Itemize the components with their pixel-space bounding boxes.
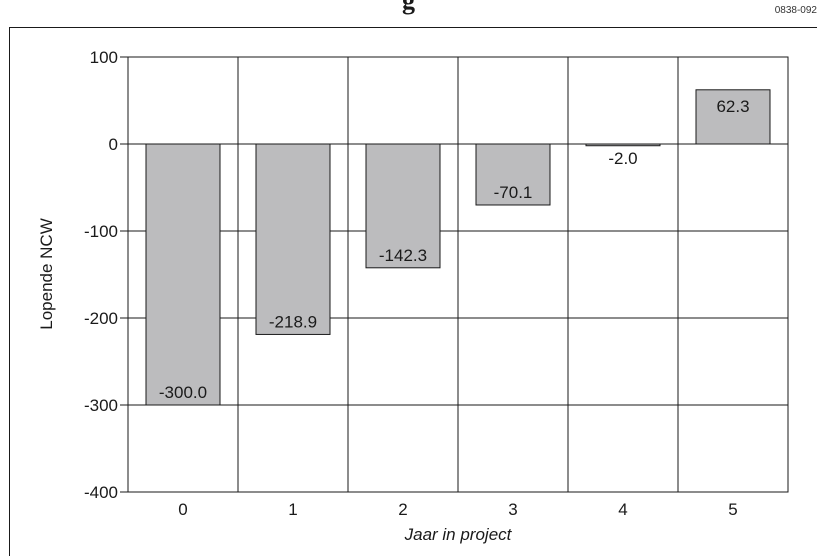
bar <box>585 143 661 147</box>
bar-value-label: -300.0 <box>159 383 207 402</box>
y-tick-label: -400 <box>84 483 118 502</box>
x-tick-label: 5 <box>728 500 737 519</box>
bar-value-label: -218.9 <box>269 312 317 331</box>
figure-title-fragment: g <box>402 0 415 15</box>
bar <box>695 89 771 145</box>
y-tick-label: -200 <box>84 309 118 328</box>
bar-value-label: -2.0 <box>608 149 637 168</box>
y-tick-label: -300 <box>84 396 118 415</box>
x-tick-label: 3 <box>508 500 517 519</box>
figure-frame <box>9 27 817 556</box>
x-tick-label: 4 <box>618 500 627 519</box>
x-axis-label: Jaar in project <box>404 525 513 544</box>
bar-value-label: 62.3 <box>716 97 749 116</box>
y-axis-label: Lopende NCW <box>37 218 56 330</box>
y-tick-label: 0 <box>109 135 118 154</box>
y-tick-label: -100 <box>84 222 118 241</box>
bar-value-label: -142.3 <box>379 246 427 265</box>
bar <box>475 143 551 206</box>
figure-code: 0838-092 <box>774 5 817 16</box>
bar-value-label: -70.1 <box>494 183 533 202</box>
bar <box>255 143 331 335</box>
x-tick-label: 1 <box>288 500 297 519</box>
bar <box>365 143 441 269</box>
x-tick-label: 2 <box>398 500 407 519</box>
y-tick-label: 100 <box>90 48 118 67</box>
plot-area-border <box>127 56 789 493</box>
x-tick-label: 0 <box>178 500 187 519</box>
bar <box>145 143 221 406</box>
